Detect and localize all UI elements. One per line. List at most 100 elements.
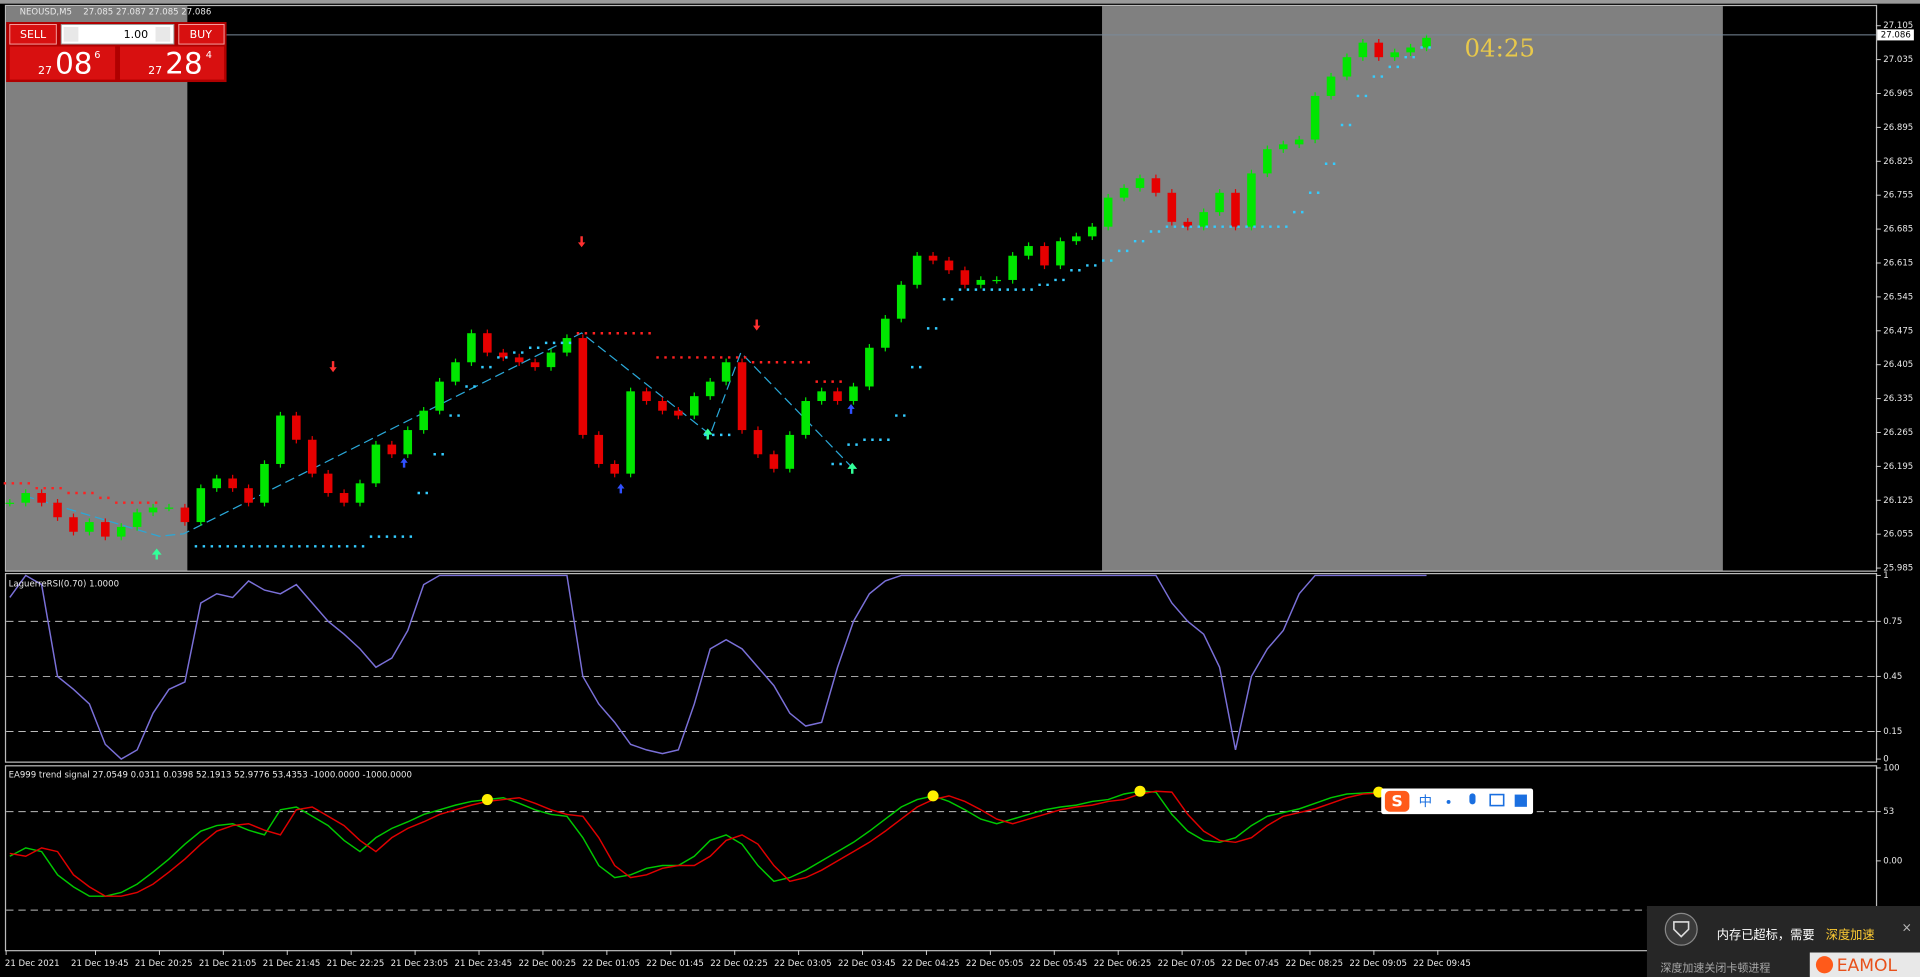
- notice-icon: [1664, 912, 1698, 946]
- x-tick-label: 22 Dec 07:45: [1222, 959, 1280, 969]
- y-tick-label: 26.055: [1883, 530, 1913, 540]
- y-tick-label: 26.825: [1883, 157, 1913, 167]
- brand-logo: [1815, 956, 1834, 974]
- candle: [674, 410, 683, 416]
- ime-logo-letter: S: [1391, 791, 1402, 810]
- candle: [276, 415, 285, 464]
- x-tick-label: 22 Dec 07:05: [1158, 959, 1216, 969]
- candle: [1135, 178, 1145, 188]
- candle: [817, 391, 826, 402]
- y-tick-label: 26.195: [1883, 462, 1913, 472]
- x-tick-label: 21 Dec 20:25: [135, 959, 193, 969]
- signal-dot: [1134, 785, 1146, 797]
- brand: EAMOL: [1837, 956, 1898, 976]
- x-tick-label: 22 Dec 06:25: [1094, 959, 1152, 969]
- sell-button[interactable]: [9, 23, 57, 45]
- sell-arrow: [577, 236, 586, 248]
- candle: [1294, 139, 1304, 145]
- candle: [896, 284, 906, 319]
- buy-price-box[interactable]: [120, 46, 225, 80]
- candle: [37, 493, 46, 503]
- sell-price-box[interactable]: [9, 46, 116, 80]
- volume-up[interactable]: [155, 26, 171, 42]
- notice-action[interactable]: 深度加速: [1826, 927, 1875, 942]
- candle: [1103, 197, 1113, 227]
- candle: [769, 454, 779, 469]
- candle: [132, 512, 142, 527]
- x-tick-label: 22 Dec 01:45: [646, 959, 704, 969]
- y-tick-label: 0.00: [1883, 856, 1902, 866]
- symbol: NEOUSD,M5: [20, 8, 72, 18]
- ime-icon[interactable]: [1469, 793, 1476, 805]
- volume-down[interactable]: [63, 26, 79, 42]
- price-tag: [1877, 29, 1914, 41]
- y-tick-label: 100: [1883, 763, 1899, 773]
- volume-value[interactable]: 1.00: [124, 28, 149, 41]
- candle: [960, 270, 970, 285]
- candle: [578, 338, 588, 435]
- y-tick-label: 27.035: [1883, 55, 1913, 65]
- candle: [403, 430, 413, 455]
- x-tick-label: 22 Dec 04:25: [902, 959, 960, 969]
- candle: [21, 493, 30, 503]
- ime-icon[interactable]: [1514, 794, 1527, 807]
- y-tick-label: 26.755: [1883, 191, 1913, 201]
- candle: [435, 381, 444, 411]
- candle: [562, 338, 572, 353]
- candle: [1406, 47, 1415, 53]
- candle: [1358, 42, 1368, 58]
- y-tick-label: 0.45: [1883, 672, 1902, 682]
- price-sup: 4: [206, 50, 212, 61]
- price-sup: 6: [94, 50, 100, 61]
- x-tick-label: 22 Dec 09:05: [1349, 959, 1407, 969]
- candle: [451, 362, 460, 382]
- candle: [69, 517, 78, 532]
- candle: [833, 391, 842, 402]
- candle: [1263, 149, 1272, 174]
- y-tick-label: 26.685: [1883, 225, 1913, 235]
- y-tick-label: 53: [1883, 807, 1894, 817]
- marks: 27.105 27.035 26.965 26.895 26.825 26.755 26.6…: [3, 21, 1914, 969]
- price-main: 28: [165, 46, 202, 80]
- candle: [1390, 52, 1399, 58]
- indicator-title: LaguerreRSI(0.70) 1.0000: [9, 579, 119, 589]
- buy-button[interactable]: [178, 23, 225, 45]
- candle: [610, 463, 619, 474]
- candle: [658, 401, 667, 411]
- ime-mode[interactable]: 中: [1419, 794, 1432, 810]
- ime-logo[interactable]: [1384, 790, 1410, 812]
- candle: [1024, 246, 1033, 256]
- x-tick-label: 22 Dec 08:25: [1285, 959, 1343, 969]
- candle: [101, 522, 110, 537]
- buy-label[interactable]: BUY: [190, 28, 213, 41]
- candle: [164, 507, 174, 509]
- zigzag: [24, 332, 854, 537]
- indicator-title: EA999 trend signal 27.0549 0.0311 0.0398…: [9, 770, 412, 780]
- candle: [387, 444, 397, 455]
- notice-text: 内存已超标，需要: [1717, 927, 1815, 942]
- candle: [355, 483, 365, 503]
- candle: [1247, 173, 1256, 227]
- y-tick-label: 26.405: [1883, 360, 1913, 370]
- ime-icon[interactable]: [1446, 799, 1451, 804]
- candle: [5, 502, 15, 504]
- candle: [690, 396, 699, 416]
- y-tick-label: 26.615: [1883, 258, 1913, 268]
- candle: [1215, 192, 1224, 213]
- ime-icon[interactable]: [1489, 793, 1505, 807]
- sell-label[interactable]: SELL: [20, 28, 47, 41]
- candle: [721, 362, 731, 382]
- notice-close[interactable]: ×: [1902, 921, 1912, 935]
- indicator-line: [9, 790, 1427, 897]
- candle: [1310, 95, 1320, 140]
- volume-input[interactable]: [60, 23, 175, 45]
- price-lead: 27: [148, 64, 162, 77]
- price-lead: 27: [38, 64, 52, 77]
- y-tick-label: 26.545: [1883, 292, 1913, 302]
- y-tick-label: 26.895: [1883, 123, 1913, 133]
- panel-border: [4, 4, 1878, 572]
- indicator-line: [9, 574, 1427, 760]
- candle: [371, 444, 381, 484]
